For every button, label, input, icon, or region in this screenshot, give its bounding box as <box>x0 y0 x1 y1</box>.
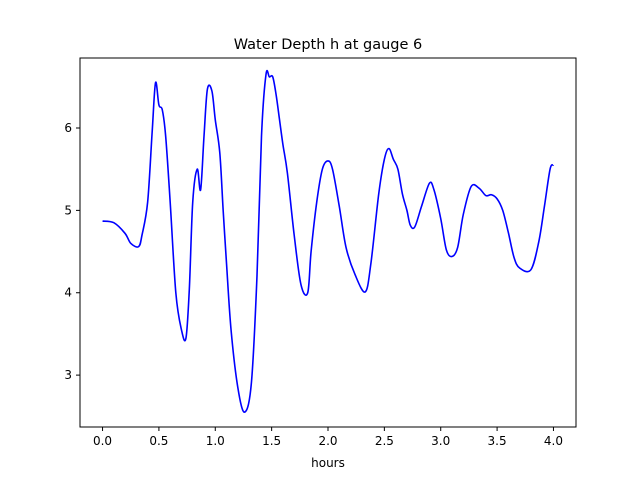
x-tick-label: 3.5 <box>488 434 507 448</box>
x-tick-label: 0.5 <box>149 434 168 448</box>
x-tick-label: 2.5 <box>375 434 394 448</box>
x-tick-label: 1.0 <box>206 434 225 448</box>
chart-title: Water Depth h at gauge 6 <box>234 37 422 53</box>
x-tick-label: 4.0 <box>544 434 563 448</box>
x-tick-label: 1.5 <box>262 434 281 448</box>
x-axis-label: hours <box>311 456 345 470</box>
x-tick-label: 3.0 <box>431 434 450 448</box>
y-tick-label: 5 <box>64 203 72 217</box>
series-layer <box>102 69 555 413</box>
y-tick-label: 3 <box>64 368 72 382</box>
y-tick-label: 6 <box>64 121 72 135</box>
x-tick-label: 0.0 <box>93 434 112 448</box>
x-axis: 0.0 0.5 1.0 1.5 2.0 2.5 3.0 3.5 4.0 <box>93 427 563 448</box>
y-axis: 3 4 5 6 <box>64 121 80 382</box>
y-tick-label: 4 <box>64 286 72 300</box>
x-tick-label: 2.0 <box>318 434 337 448</box>
series-line <box>102 69 555 413</box>
